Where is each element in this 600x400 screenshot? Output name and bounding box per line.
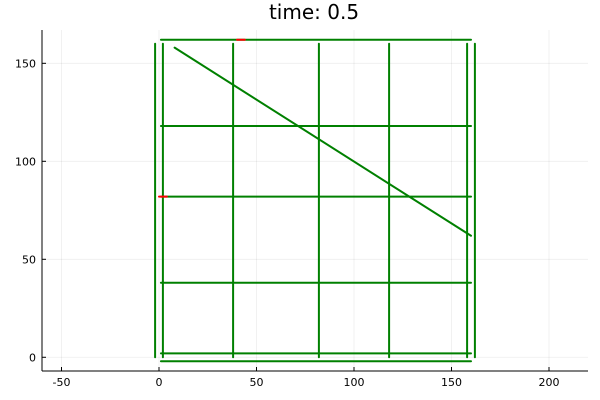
series-group: [158, 38, 246, 198]
series-group: [154, 38, 476, 363]
y-tick-label: 50: [22, 253, 36, 266]
chart-title: time: 0.5: [269, 0, 359, 24]
data-segments: [154, 38, 476, 363]
segment-line: [173, 46, 472, 237]
x-tick-label: -50: [53, 376, 71, 389]
y-tick-label: 150: [15, 57, 36, 70]
tick-labels: -50 0 50 100 150 200 0 50 100 150: [15, 57, 560, 389]
axes: [41, 30, 588, 372]
x-tick-label: 0: [156, 376, 163, 389]
x-tick-label: 150: [441, 376, 462, 389]
x-tick-label: 50: [250, 376, 264, 389]
y-tick-label: 100: [15, 155, 36, 168]
x-tick-label: 200: [539, 376, 560, 389]
grid-lines: [42, 30, 588, 371]
x-tick-label: 100: [344, 376, 365, 389]
y-tick-label: 0: [29, 351, 36, 364]
